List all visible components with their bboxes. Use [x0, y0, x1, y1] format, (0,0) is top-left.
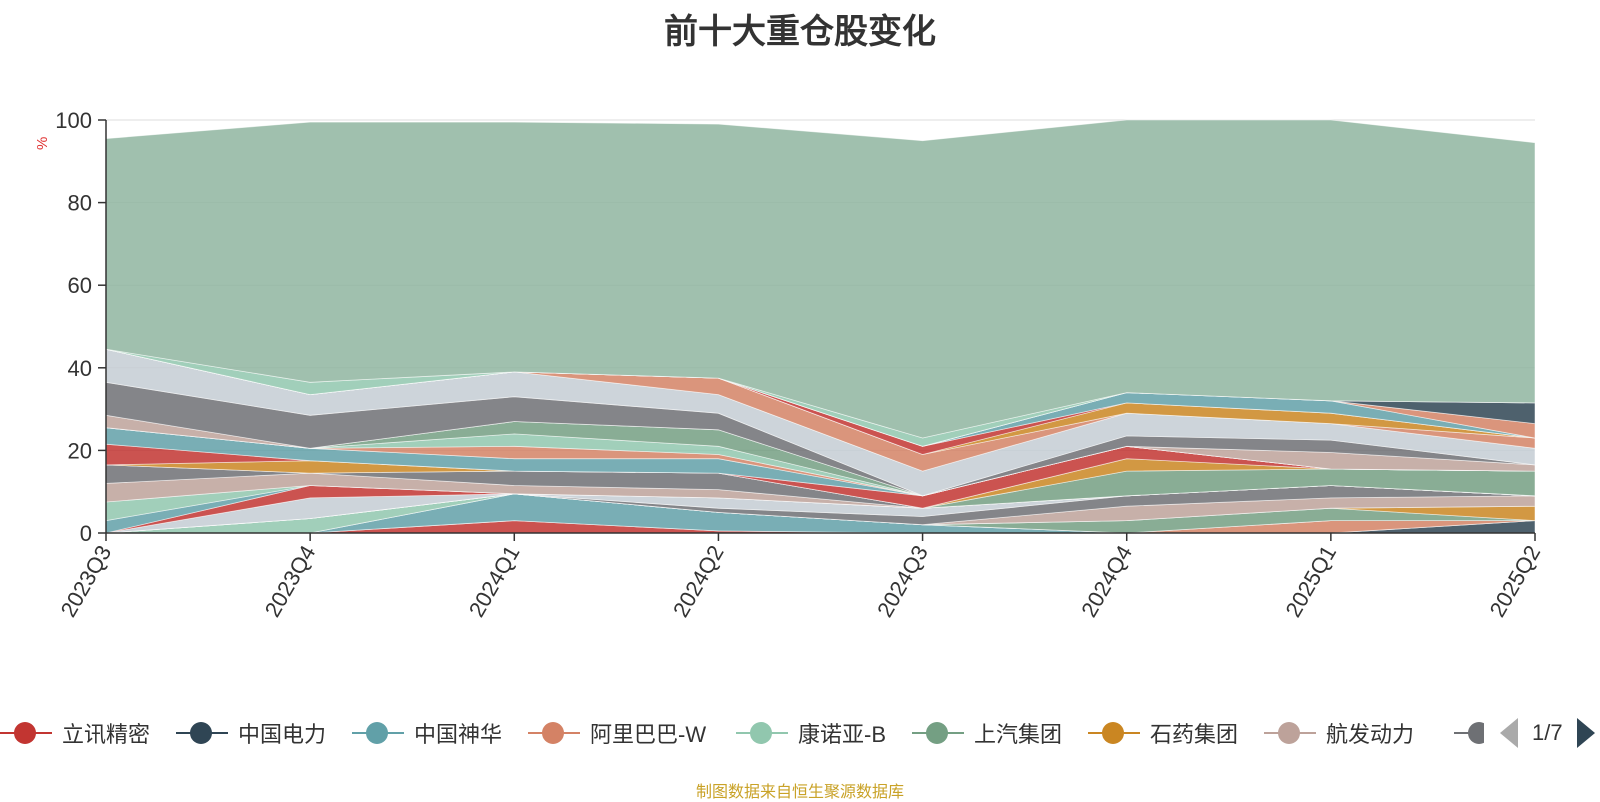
y-tick-label: 20: [68, 438, 92, 463]
legend-item[interactable]: 中国电力: [176, 708, 326, 758]
area-series-33: [105, 119, 1536, 439]
x-tick-label: 2023Q3: [56, 541, 117, 621]
legend-marker-icon: [1454, 721, 1484, 745]
legend-marker-icon: [528, 721, 580, 745]
legend-item[interactable]: 康诺亚-B: [736, 708, 886, 758]
legend-label: 上汽集团: [974, 722, 1063, 747]
y-tick-label: 100: [55, 108, 92, 133]
legend-item[interactable]: 中国神华: [352, 708, 502, 758]
legend-marker-icon: [1088, 721, 1140, 745]
x-tick-label: 2024Q3: [872, 541, 933, 621]
legend-label: 中国电力: [238, 722, 327, 747]
legend-item-partial[interactable]: [1454, 708, 1484, 758]
legend-item[interactable]: 航发动力: [1264, 708, 1414, 758]
legend-label: 立讯精密: [62, 722, 151, 747]
legend-marker-icon: [736, 721, 788, 745]
y-tick-label: 60: [68, 273, 92, 298]
x-tick-label: 2024Q2: [668, 541, 729, 621]
legend-page-indicator: 1/7: [1532, 720, 1563, 745]
y-tick-label: 40: [68, 356, 92, 381]
x-tick-label: 2024Q1: [464, 541, 525, 621]
legend-item[interactable]: 石药集团: [1088, 708, 1238, 758]
legend-label: 康诺亚-B: [798, 722, 887, 747]
chart-title: 前十大重仓股变化: [664, 13, 936, 51]
area-series-group: [105, 119, 1536, 534]
legend-label: 中国神华: [414, 722, 503, 747]
legend-label: 航发动力: [1326, 722, 1415, 747]
legend-marker-icon: [0, 721, 52, 745]
x-tick-label: 2025Q2: [1485, 541, 1546, 621]
y-tick-label: 80: [68, 191, 92, 216]
legend-marker-icon: [352, 721, 404, 745]
legend-marker-icon: [1264, 721, 1316, 745]
legend-item[interactable]: 上汽集团: [912, 708, 1062, 758]
source-note: 制图数据来自恒生聚源数据库: [695, 784, 904, 801]
legend-item[interactable]: 阿里巴巴-W: [528, 708, 706, 758]
x-tick-label: 2024Q4: [1076, 541, 1137, 621]
legend-label: 阿里巴巴-W: [590, 722, 707, 747]
legend-marker-icon: [176, 721, 228, 745]
y-tick-label: 0: [80, 521, 92, 546]
legend: 立讯精密 中国电力 中国神华 阿里巴巴-W 康诺亚-B 上汽集团 石药集团 航发动力: [0, 708, 1600, 758]
legend-pager: 1/7: [1500, 708, 1595, 758]
stacked-area-chart: 0 20 40 60 80 100 2023Q3 2023Q4 2024Q1 2024Q2 2024…: [55, 108, 1546, 621]
x-tick-label: 2023Q4: [260, 541, 321, 621]
legend-marker-icon: [912, 721, 964, 745]
legend-prev-page-button[interactable]: [1500, 718, 1518, 748]
x-tick-label: 2025Q1: [1280, 541, 1341, 621]
legend-next-page-button[interactable]: [1576, 718, 1595, 748]
legend-label: 石药集团: [1150, 722, 1239, 747]
legend-item[interactable]: 立讯精密: [0, 708, 150, 758]
